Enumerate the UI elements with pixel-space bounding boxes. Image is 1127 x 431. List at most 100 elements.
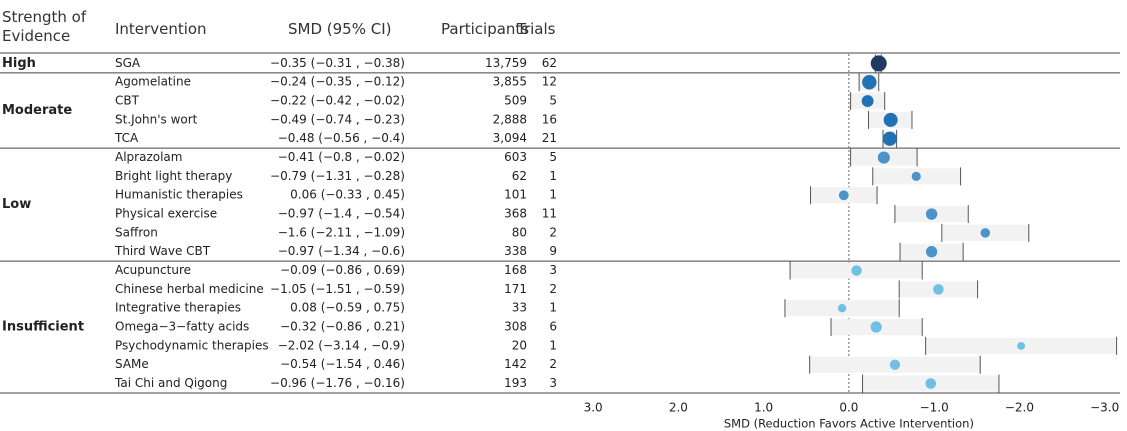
participants-label: 603 xyxy=(504,150,527,164)
participants-label: 13,759 xyxy=(485,56,527,70)
participants-label: 142 xyxy=(504,357,527,371)
participants-label: 3,094 xyxy=(493,131,527,145)
participants-label: 308 xyxy=(504,320,527,334)
intervention-label: Physical exercise xyxy=(115,207,217,221)
trials-label: 2 xyxy=(549,225,557,239)
trials-label: 1 xyxy=(549,169,557,183)
smd-label: −0.32 (−0.86 , 0.21) xyxy=(280,320,405,334)
strength-label: High xyxy=(2,56,36,71)
trials-label: 3 xyxy=(549,263,557,277)
participants-label: 2,888 xyxy=(493,112,527,126)
participants-label: 368 xyxy=(504,207,527,221)
header-smd: SMD (95% CI) xyxy=(288,20,392,38)
trials-label: 5 xyxy=(549,150,557,164)
smd-label: −1.05 (−1.51 , −0.59) xyxy=(270,282,405,296)
trials-label: 2 xyxy=(549,282,557,296)
header-trials: Trials xyxy=(517,20,556,38)
participants-label: 80 xyxy=(512,225,527,239)
x-tick-label: 1.0 xyxy=(754,400,773,414)
trials-label: 16 xyxy=(542,112,557,126)
x-tick-label: 0.0 xyxy=(839,400,858,414)
trials-label: 1 xyxy=(549,188,557,202)
participants-label: 171 xyxy=(504,282,527,296)
participants-label: 101 xyxy=(504,188,527,202)
intervention-label: Alprazolam xyxy=(115,150,182,164)
smd-dot xyxy=(882,131,897,146)
smd-dot xyxy=(933,284,944,295)
intervention-label: Humanistic therapies xyxy=(115,188,243,202)
smd-dot xyxy=(851,265,862,276)
smd-label: −0.97 (−1.34 , −0.6) xyxy=(278,244,405,258)
trials-label: 3 xyxy=(549,376,557,390)
smd-label: −0.22 (−0.42 , −0.02) xyxy=(270,94,405,108)
intervention-label: CBT xyxy=(115,94,140,108)
smd-label: −0.35 (−0.31 , −0.38) xyxy=(270,56,405,70)
smd-dot xyxy=(889,359,901,370)
intervention-label: Saffron xyxy=(115,225,158,239)
smd-dot xyxy=(877,151,890,164)
smd-label: 0.08 (−0.59 , 0.75) xyxy=(290,301,405,315)
smd-label: −0.96 (−1.76 , −0.16) xyxy=(270,376,405,390)
intervention-label: TCA xyxy=(114,131,139,145)
smd-dot xyxy=(911,171,921,181)
trials-label: 5 xyxy=(549,94,557,108)
smd-dot xyxy=(838,190,849,201)
smd-dot xyxy=(837,304,847,313)
intervention-label: Tai Chi and Qigong xyxy=(114,376,227,390)
intervention-label: Psychodynamic therapies xyxy=(115,338,269,352)
participants-label: 20 xyxy=(512,338,527,352)
participants-label: 509 xyxy=(504,94,527,108)
smd-label: −0.79 (−1.31 , −0.28) xyxy=(270,169,405,183)
x-tick-label: 3.0 xyxy=(584,400,603,414)
x-tick-label: 2.0 xyxy=(669,400,688,414)
trials-label: 1 xyxy=(549,338,557,352)
smd-label: −0.24 (−0.35 , −0.12) xyxy=(270,75,405,89)
trials-label: 62 xyxy=(542,56,557,70)
intervention-label: Acupuncture xyxy=(115,263,191,277)
smd-dot xyxy=(862,75,877,90)
participants-label: 62 xyxy=(512,169,527,183)
header-strength: Strength of Evidence xyxy=(2,8,87,45)
smd-label: −2.02 (−3.14 , −0.9) xyxy=(278,338,405,352)
participants-label: 338 xyxy=(504,244,527,258)
intervention-label: Chinese herbal medicine xyxy=(115,282,264,296)
intervention-label: Integrative therapies xyxy=(115,301,241,315)
trials-label: 12 xyxy=(542,75,557,89)
smd-dot xyxy=(883,112,898,127)
trials-label: 1 xyxy=(549,301,557,315)
smd-dot xyxy=(870,321,882,333)
smd-label: −0.54 (−1.54 , 0.46) xyxy=(280,357,405,371)
trials-label: 11 xyxy=(542,207,557,221)
intervention-label: SGA xyxy=(115,56,141,70)
smd-label: −0.97 (−1.4 , −0.54) xyxy=(278,207,405,221)
smd-dot xyxy=(980,228,991,238)
header-participants: Participants xyxy=(441,20,530,38)
x-tick-label: −1.0 xyxy=(920,400,949,414)
smd-label: −0.48 (−0.56 , −0.4) xyxy=(278,131,405,145)
participants-label: 33 xyxy=(512,301,527,315)
trials-label: 21 xyxy=(542,131,557,145)
smd-dot xyxy=(870,55,887,72)
trials-label: 9 xyxy=(549,244,557,258)
smd-label: −0.49 (−0.74 , −0.23) xyxy=(270,112,405,126)
intervention-label: St.John's wort xyxy=(115,112,198,126)
participants-label: 193 xyxy=(504,376,527,390)
strength-label: Moderate xyxy=(2,103,72,118)
header-intervention: Intervention xyxy=(115,20,207,38)
intervention-label: Third Wave CBT xyxy=(114,244,211,258)
intervention-label: SAMe xyxy=(115,357,149,371)
strength-label: Low xyxy=(2,197,31,212)
trials-label: 2 xyxy=(549,357,557,371)
participants-label: 3,855 xyxy=(493,75,527,89)
x-tick-label: −3.0 xyxy=(1090,400,1119,414)
intervention-label: Omega−3−fatty acids xyxy=(115,320,249,334)
smd-label: −1.6 (−2.11 , −1.09) xyxy=(278,225,405,239)
smd-dot xyxy=(1017,341,1025,350)
participants-label: 168 xyxy=(504,263,527,277)
smd-label: −0.09 (−0.86 , 0.69) xyxy=(280,263,405,277)
smd-label: −0.41 (−0.8 , −0.02) xyxy=(278,150,405,164)
smd-dot xyxy=(925,208,938,220)
smd-dot xyxy=(925,246,938,258)
